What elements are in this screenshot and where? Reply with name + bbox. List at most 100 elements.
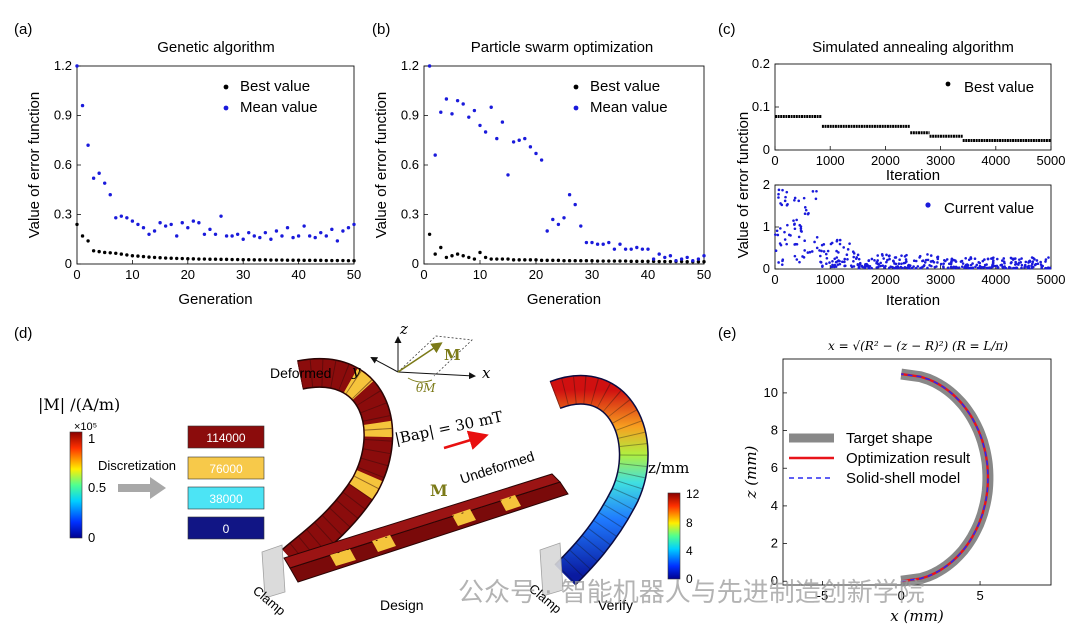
level-value-0: 0 — [223, 522, 230, 536]
plot-b-xtick-label: 20 — [529, 267, 543, 282]
panel-e-label: (e) — [718, 325, 736, 342]
plot-c2-point — [835, 238, 839, 242]
plot-c2-point — [841, 260, 844, 264]
plot-b-point-mean — [539, 158, 544, 162]
plot-b-point-mean — [674, 259, 678, 263]
m-colorbar-tick-05: 0.5 — [88, 480, 106, 495]
z-colorbar — [667, 492, 681, 580]
plot-a-point-best — [280, 258, 284, 262]
plot-c2-point — [1015, 266, 1019, 270]
plot-a-point-best — [80, 234, 85, 238]
plot-a-point-mean — [341, 229, 345, 233]
plot-c2-xlabel: Iteration — [886, 292, 940, 309]
plot-a-point-best — [186, 257, 190, 261]
plot-c2-point — [888, 257, 891, 261]
plot-b-point-best — [685, 259, 689, 264]
plot-c2-point — [826, 249, 830, 253]
plot-c2-point — [1027, 264, 1031, 268]
plot-c2-point — [936, 261, 939, 264]
plot-a-point-mean — [136, 222, 140, 227]
plot-a-point-mean — [86, 143, 90, 147]
plot-c2-point — [912, 265, 915, 268]
plot-e-legend-label: Solid-shell model — [846, 470, 960, 487]
plot-a-point-mean — [147, 232, 151, 236]
plot-c2-point — [939, 262, 943, 266]
plot-c2-point — [996, 266, 1000, 269]
plot-a-point-mean — [158, 221, 162, 225]
plot-b-point-mean — [467, 115, 471, 119]
plot-a-point-best — [247, 258, 251, 262]
plot-c2-point — [900, 254, 903, 257]
plot-c2-point — [800, 230, 803, 233]
plot-a-point-best — [341, 258, 345, 263]
plot-a-point-mean — [313, 235, 317, 240]
plot-a-point-best — [152, 255, 157, 260]
axis-x-label: x — [482, 364, 491, 382]
plot-c2-point — [785, 203, 789, 207]
plot-c2-point — [783, 199, 787, 203]
plot-c2-legend-label: Current value — [944, 200, 1034, 217]
plot-c2-point — [842, 246, 846, 249]
plot-c2-point — [870, 266, 873, 270]
plot-c2-point — [959, 260, 963, 263]
plot-particle-swarm: 0 10 20 30 40 50 0 0.3 0.6 0.9 1.2 Generation Value … — [373, 58, 711, 308]
plot-a-xtick-label: 0 — [73, 267, 80, 282]
plot-c2-point — [914, 259, 918, 263]
plot-c2-point — [803, 249, 806, 252]
plot-c2-point — [837, 259, 840, 262]
plot-a-point-best — [352, 259, 356, 263]
plot-b-point-mean — [528, 145, 533, 149]
plot-a-point-mean — [346, 226, 351, 230]
plot-c2-point — [811, 190, 815, 193]
plot-c2-point — [832, 265, 836, 269]
theta-label: θM — [416, 381, 436, 395]
plot-c2-point — [785, 242, 788, 246]
plot-c2-point — [785, 190, 789, 194]
plot-a-point-best — [319, 258, 323, 263]
plot-a-xtick-label: 40 — [291, 267, 305, 282]
plot-c2-point — [880, 253, 884, 256]
plot-c2-point — [843, 260, 846, 264]
plot-b-xtick-label: 30 — [585, 267, 599, 282]
plot-c2-point — [793, 198, 796, 202]
panel-a-label: (a) — [14, 21, 32, 38]
plot-e-ylabel: z (mm) — [742, 445, 760, 499]
plot-c2-point — [783, 230, 786, 234]
plot-c2-point — [777, 192, 780, 196]
plot-c2-point — [863, 266, 866, 270]
plot-b-point-mean — [612, 247, 617, 251]
plot-c2-point — [990, 257, 993, 260]
discretization-arrow — [118, 477, 166, 499]
plot-a-ytick-label: 0.6 — [54, 157, 72, 172]
plot-c2-point — [1020, 263, 1024, 267]
plot-b-point-best — [478, 250, 482, 255]
plot-c2-point — [803, 206, 807, 209]
moment-label: M — [444, 346, 461, 364]
plot-a-point-mean — [191, 219, 196, 223]
plot-c2-point — [986, 257, 990, 261]
plot-a-point-mean — [152, 229, 157, 233]
plot-c2-point — [843, 257, 847, 261]
plot-c2-point — [892, 259, 895, 263]
plot-c2-point — [875, 266, 879, 269]
plot-c2-point — [821, 264, 824, 268]
plot-c2-point — [1003, 261, 1006, 265]
plot-a-point-best — [296, 258, 301, 262]
plot-c1-legend-marker — [945, 81, 951, 87]
level-box-114000 — [187, 425, 265, 449]
plot-b-point-best — [444, 255, 449, 260]
plot-a-xtick-label: 30 — [236, 267, 250, 282]
plot-b-point-mean — [483, 130, 488, 134]
plot-a-xtick-label: 20 — [181, 267, 195, 282]
plot-c2-point — [903, 261, 907, 265]
plot-a-point-mean — [335, 239, 340, 243]
plot-c2-point — [983, 265, 986, 269]
plot-c2-point — [776, 233, 780, 237]
plot-c2-point — [810, 250, 814, 253]
plot-a-point-mean — [274, 229, 279, 233]
plot-genetic-algorithm: 0 10 20 30 40 50 0 0.3 0.6 0.9 1.2 Generation Value … — [26, 58, 361, 308]
plot-a-point-best — [274, 258, 279, 262]
plot-b-point-best — [539, 258, 544, 263]
plot-c2-point — [777, 261, 780, 264]
panel-b-title: Particle swarm optimization — [471, 39, 654, 56]
